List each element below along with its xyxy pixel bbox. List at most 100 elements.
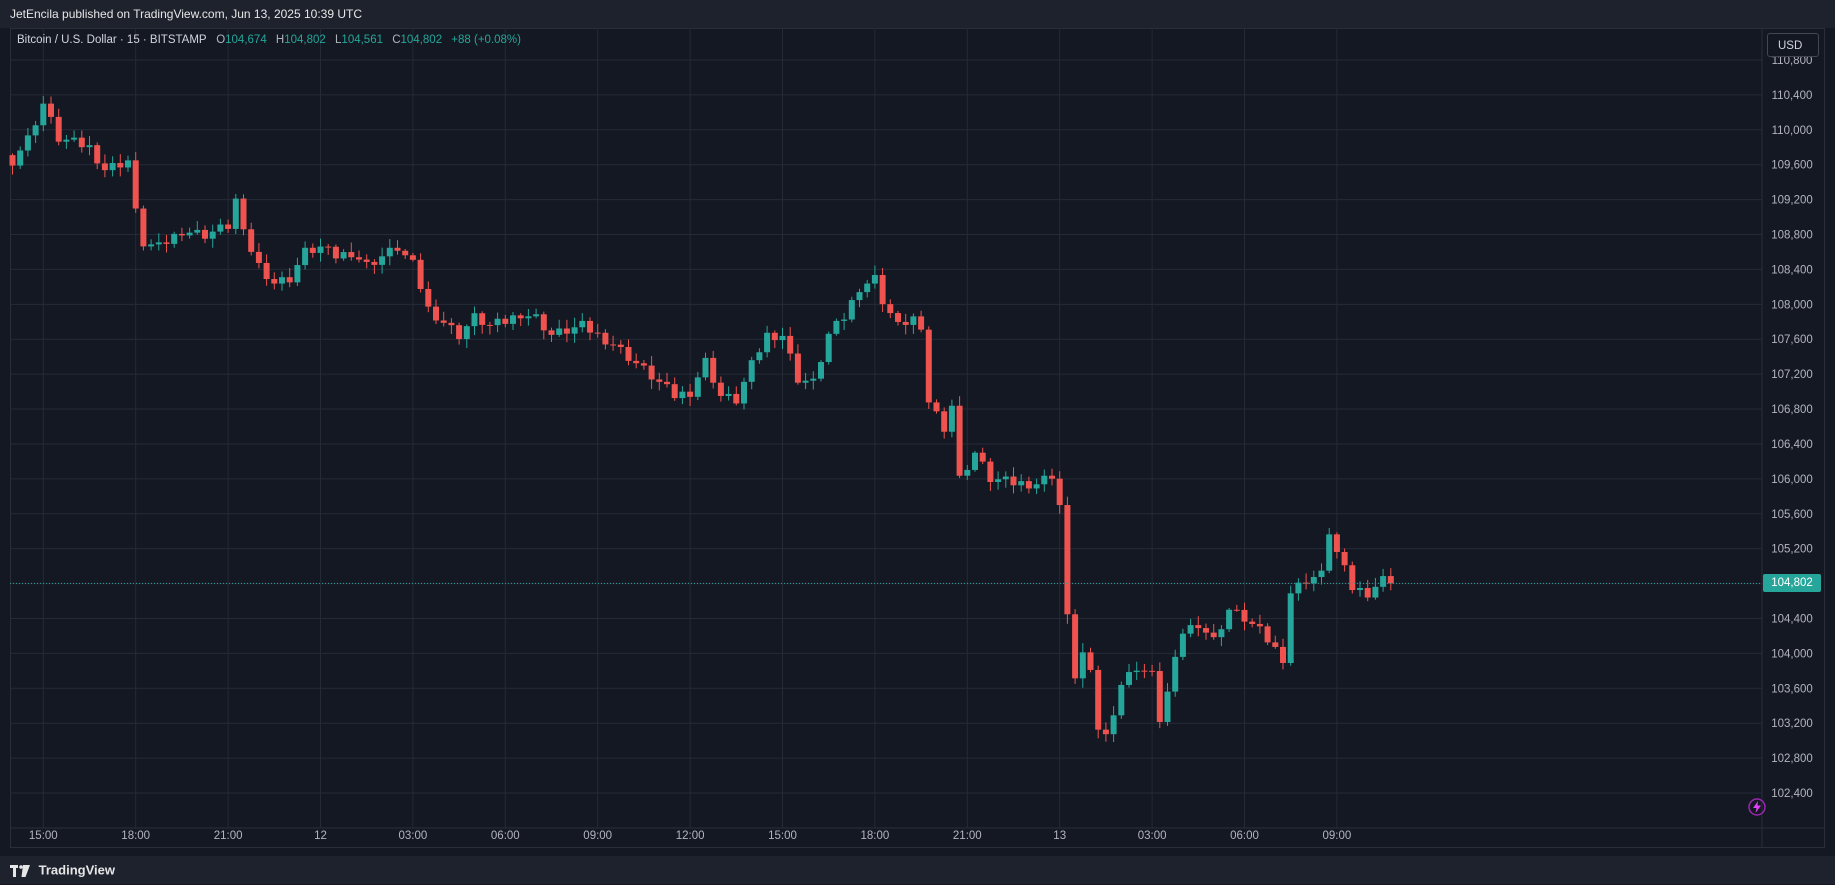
time-tick-label: 12 [314,830,327,842]
candle-body [1164,691,1171,722]
candle-body [486,324,493,326]
candle [71,130,78,142]
candle [348,242,355,261]
price-tick-label: 109,600 [1771,160,1813,172]
candle-body [363,259,370,262]
candle [363,254,370,269]
candle-body [148,244,155,247]
candle-body [71,137,78,140]
candle-body [887,304,894,314]
candle [394,240,401,255]
candle [633,353,640,369]
candle-body [818,362,824,379]
candle-body [633,360,640,364]
currency-button[interactable]: USD [1767,33,1819,57]
candle [1187,618,1194,638]
candle-body [1149,670,1156,672]
price-tick-label: 108,400 [1771,264,1813,276]
candle-body [371,261,378,265]
candle-body [109,163,116,171]
candle [956,396,963,479]
candle [1203,623,1209,640]
candle-body [1333,534,1340,552]
candle-body [1341,551,1348,566]
candle [1303,573,1310,590]
candle-body [94,145,101,164]
candle [910,313,917,334]
time-tick-label: 13 [1053,830,1066,842]
candle [1126,664,1132,688]
candle-body [995,479,1002,482]
candle-body [394,247,401,251]
candle-body [402,250,409,256]
candle-body [294,265,301,283]
candle-body [610,344,617,346]
candle-body [1218,629,1225,638]
time-tick-label: 21:00 [953,830,982,842]
open-label: O [216,34,226,46]
candle [1210,623,1217,640]
candle-body [725,393,732,396]
candle-body [1241,609,1248,622]
candle [1333,532,1340,559]
candle-body [132,160,139,209]
time-tick-label: 09:00 [583,830,612,842]
candle [1156,662,1163,729]
candle-body [1172,656,1179,692]
candle-body [941,411,948,432]
candle-body [1249,621,1256,624]
candle [679,386,686,405]
candle [1149,664,1156,677]
candle [879,267,886,312]
candle [463,324,470,348]
candle-body [579,320,586,328]
candle-body [332,246,339,259]
time-tick-label: 03:00 [399,830,428,842]
candle [1164,682,1171,726]
candle-body [456,325,463,340]
candle [656,372,663,391]
candle [810,371,817,390]
low-value: 104,561 [341,34,383,46]
high-label: H [275,34,285,46]
candle [587,317,593,341]
candle-body [1310,577,1317,584]
candle-body [1079,652,1086,679]
candle-body [1264,626,1271,643]
candle [902,313,909,335]
candle [1233,604,1240,612]
tradingview-logo-icon[interactable] [10,864,30,877]
candle-body [1126,672,1132,685]
time-axis: 15:00 18:00 21:00 12 03:00 06:00 09:00 12:00 15:… [10,827,1825,842]
candle-body [710,357,717,383]
candle [471,306,478,336]
candle [756,348,763,364]
candle-body [1002,476,1009,480]
footer-brand[interactable]: TradingView [38,862,115,878]
candle [202,225,208,244]
candle [787,327,794,361]
close-label: C [392,34,401,46]
candle [771,330,778,348]
candle-body [1187,625,1194,634]
candle-body [479,313,486,325]
chart-frame[interactable] [10,28,1825,848]
candle-body [40,103,47,126]
candle [1179,628,1186,661]
candle [101,154,108,178]
candle [302,241,309,270]
candle [94,142,101,170]
candle [1195,616,1202,637]
time-tick-label: 15:00 [29,830,58,842]
candle [710,350,717,389]
lightning-icon[interactable] [1747,797,1767,817]
candle-body [1287,593,1294,663]
candle-body [925,329,932,403]
price-tick-label: 104,000 [1771,648,1813,660]
candle [125,155,131,172]
candle [78,130,85,153]
candle-body [1326,534,1333,571]
candle-body [186,232,193,236]
candlestick-chart[interactable]: 102,400 102,800 103,200 103,600 104,000 104,4… [0,0,1835,856]
candle [833,318,840,336]
